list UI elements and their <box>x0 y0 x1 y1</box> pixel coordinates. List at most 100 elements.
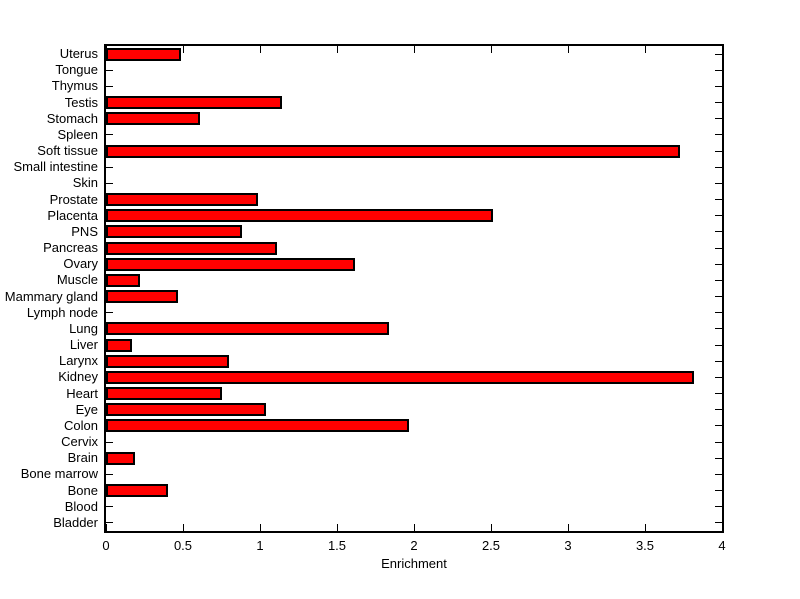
y-axis-tick-left <box>106 182 113 184</box>
y-tick-label: Cervix <box>61 434 98 450</box>
bar-stomach <box>106 112 200 126</box>
x-axis-tick-top <box>336 46 338 53</box>
bar-testis <box>106 96 282 110</box>
y-tick-label: Brain <box>67 450 98 466</box>
y-axis-tick-right <box>715 393 722 395</box>
y-axis-tick-left <box>106 506 113 508</box>
y-axis-tick-left <box>106 85 113 87</box>
y-axis-tick-right <box>715 118 722 120</box>
x-tick-label: 1 <box>256 538 264 553</box>
bar-prostate <box>106 193 258 207</box>
x-axis-tick-bottom <box>336 524 338 531</box>
x-axis-tick-top <box>721 46 723 53</box>
y-axis-tick-right <box>715 457 722 459</box>
x-axis-tick-bottom <box>413 524 415 531</box>
x-tick-label: 4 <box>718 538 726 553</box>
y-tick-label: Prostate <box>49 191 98 207</box>
x-tick-label: 3 <box>564 538 572 553</box>
y-tick-label: Spleen <box>57 126 98 142</box>
y-tick-label: Soft tissue <box>37 143 98 159</box>
y-axis-tick-right <box>715 182 722 184</box>
y-tick-label: Stomach <box>46 110 98 126</box>
y-axis-tick-right <box>715 409 722 411</box>
y-tick-label: PNS <box>71 223 98 239</box>
y-tick-label: Eye <box>75 401 98 417</box>
bar-larynx <box>106 354 229 368</box>
y-axis-tick-right <box>715 102 722 104</box>
y-tick-label: Small intestine <box>13 159 98 175</box>
bar-pancreas <box>106 241 277 255</box>
y-tick-label: Heart <box>66 385 98 401</box>
x-axis-label: Enrichment <box>381 556 447 571</box>
x-axis-tick-bottom <box>182 524 184 531</box>
y-axis-tick-right <box>715 490 722 492</box>
y-axis-tick-right <box>715 506 722 508</box>
x-axis-tick-bottom <box>567 524 569 531</box>
y-tick-label: Liver <box>69 337 98 353</box>
y-axis-tick-right <box>715 53 722 55</box>
y-axis-tick-right <box>715 279 722 281</box>
y-tick-label: Colon <box>64 417 98 433</box>
x-axis-tick-bottom <box>721 524 723 531</box>
x-axis-tick-top <box>490 46 492 53</box>
bar-bone <box>106 484 168 498</box>
y-axis-tick-right <box>715 328 722 330</box>
bar-heart <box>106 387 222 401</box>
y-tick-label: Bone <box>67 482 98 498</box>
y-axis-tick-right <box>715 199 722 201</box>
y-axis-tick-right <box>715 85 722 87</box>
y-tick-label: Bladder <box>53 514 98 530</box>
y-axis-tick-right <box>715 425 722 427</box>
y-axis-tick-right <box>715 344 722 346</box>
y-tick-label: Pancreas <box>43 240 98 256</box>
bar-eye <box>106 403 266 417</box>
y-axis-tick-right <box>715 312 722 314</box>
y-tick-label: Mammary gland <box>4 288 98 304</box>
y-axis-tick-right <box>715 247 722 249</box>
bar-muscle <box>106 273 140 287</box>
y-axis-tick-right <box>715 134 722 136</box>
x-tick-label: 1.5 <box>327 538 347 553</box>
y-axis-tick-right <box>715 150 722 152</box>
bar-liver <box>106 338 132 352</box>
plot-area <box>104 44 724 533</box>
y-axis-tick-left <box>106 312 113 314</box>
bar-lung <box>106 322 389 336</box>
y-axis-tick-right <box>715 263 722 265</box>
x-axis-tick-bottom <box>644 524 646 531</box>
y-tick-label: Muscle <box>56 272 98 288</box>
bar-brain <box>106 451 135 465</box>
y-axis-tick-right <box>715 376 722 378</box>
x-axis-tick-top <box>644 46 646 53</box>
y-axis-tick-right <box>715 441 722 443</box>
bar-mammary-gland <box>106 290 178 304</box>
x-axis-tick-top <box>413 46 415 53</box>
y-tick-label: Placenta <box>47 207 98 223</box>
x-tick-label: 3.5 <box>635 538 655 553</box>
x-axis-tick-top <box>182 46 184 53</box>
y-tick-label: Testis <box>64 94 98 110</box>
x-tick-label: 0.5 <box>173 538 193 553</box>
x-tick-label: 0 <box>102 538 110 553</box>
x-tick-label: 2 <box>410 538 418 553</box>
y-axis-tick-right <box>715 473 722 475</box>
y-axis-tick-left <box>106 441 113 443</box>
y-axis-tick-right <box>715 215 722 217</box>
y-tick-label: Thymus <box>51 78 98 94</box>
y-axis-tick-left <box>106 522 113 524</box>
y-axis-tick-right <box>715 522 722 524</box>
bar-soft-tissue <box>106 144 680 158</box>
bar-placenta <box>106 209 493 223</box>
x-tick-label: 2.5 <box>481 538 501 553</box>
y-axis-tick-left <box>106 134 113 136</box>
bar-colon <box>106 419 409 433</box>
bar-ovary <box>106 257 355 271</box>
y-axis-tick-right <box>715 296 722 298</box>
y-tick-label: Lung <box>69 320 98 336</box>
x-axis-tick-top <box>567 46 569 53</box>
y-tick-label: Kidney <box>58 369 98 385</box>
y-axis-tick-left <box>106 473 113 475</box>
y-tick-label: Bone marrow <box>20 466 98 482</box>
y-tick-label: Larynx <box>58 353 98 369</box>
